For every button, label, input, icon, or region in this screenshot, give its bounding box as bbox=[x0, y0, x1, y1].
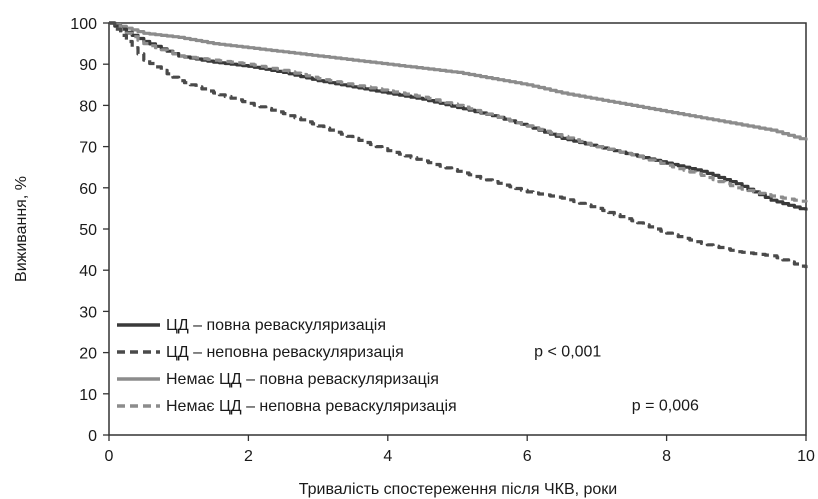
x-tick-label: 2 bbox=[244, 448, 253, 465]
y-tick-label: 60 bbox=[79, 181, 97, 198]
legend-label: Немає ЦД – повна реваскуляризація bbox=[166, 371, 439, 388]
series-line-2 bbox=[109, 21, 808, 269]
y-tick-label: 90 bbox=[79, 57, 97, 74]
y-tick-label: 70 bbox=[79, 140, 97, 157]
x-tick-label: 4 bbox=[383, 448, 392, 465]
x-axis-label: Тривалість спостереження після ЧКВ, роки bbox=[299, 481, 617, 498]
series-layer bbox=[109, 21, 808, 269]
legend-label: ЦД – повна реваскуляризація bbox=[166, 317, 386, 334]
annotations: p < 0,001 p = 0,006 bbox=[534, 344, 699, 415]
p-value-annotation: p < 0,001 bbox=[534, 344, 601, 361]
legend-label: ЦД – неповна реваскуляризація bbox=[166, 344, 404, 361]
series-line-3 bbox=[109, 21, 808, 141]
x-tick-label: 6 bbox=[523, 448, 532, 465]
p-value-annotation: p = 0,006 bbox=[632, 397, 699, 414]
y-tick-label: 10 bbox=[79, 387, 97, 404]
y-tick-label: 100 bbox=[70, 16, 97, 33]
y-axis: 0 10 20 30 40 50 60 70 80 90 100 bbox=[70, 16, 109, 445]
x-tick-label: 8 bbox=[662, 448, 671, 465]
series-line-1 bbox=[109, 21, 808, 211]
x-tick-label: 10 bbox=[797, 448, 815, 465]
legend-label: Немає ЦД – неповна реваскуляризація bbox=[166, 398, 457, 415]
y-tick-label: 0 bbox=[88, 428, 97, 445]
y-tick-label: 20 bbox=[79, 346, 97, 363]
y-axis-label: Виживання, % bbox=[13, 176, 30, 282]
y-tick-label: 50 bbox=[79, 222, 97, 239]
x-tick-label: 0 bbox=[105, 448, 114, 465]
y-tick-label: 80 bbox=[79, 98, 97, 115]
legend: ЦД – повна реваскуляризація ЦД – неповна … bbox=[117, 317, 457, 415]
x-axis: 0 2 4 6 8 10 bbox=[105, 435, 815, 465]
series-line-4 bbox=[109, 21, 808, 203]
y-tick-label: 30 bbox=[79, 304, 97, 321]
y-tick-label: 40 bbox=[79, 263, 97, 280]
